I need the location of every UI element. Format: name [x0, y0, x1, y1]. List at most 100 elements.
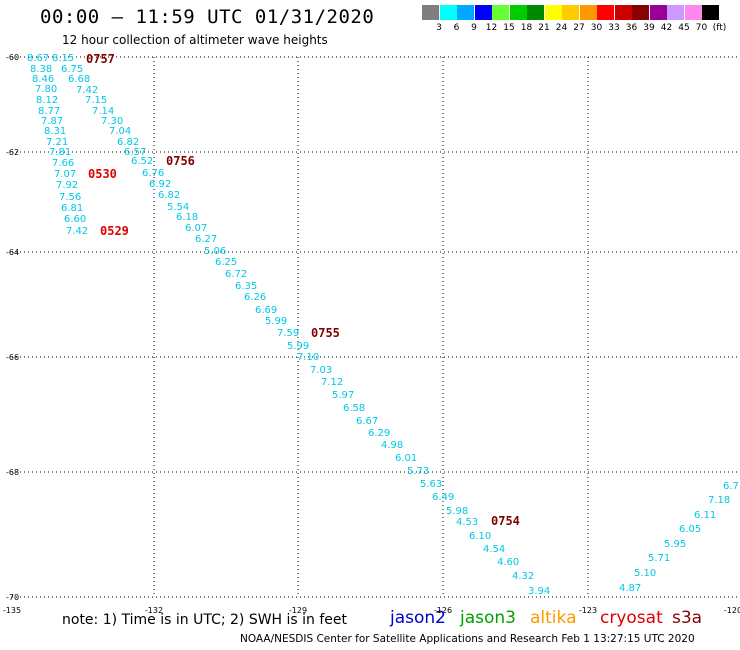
wave-height-value: 8.77: [38, 106, 60, 117]
wave-height-value: 8.67: [27, 53, 49, 64]
legend-label: 45: [678, 23, 690, 33]
wave-height-value: 6.75: [61, 64, 83, 75]
latitude-label: -68: [6, 468, 19, 477]
wave-height-value: 5.71: [648, 553, 670, 564]
wave-height-value: 6.35: [235, 281, 257, 292]
wave-height-value: 7.12: [321, 377, 343, 388]
wave-height-value: 7.81: [49, 147, 71, 158]
wave-height-value: 5.73: [407, 466, 429, 477]
legend-label: 9: [471, 23, 477, 33]
longitude-label: -120: [724, 606, 740, 615]
satellite-cryosat: cryosat: [600, 608, 663, 628]
wave-height-value: 7.03: [310, 365, 332, 376]
legend-swatch: [439, 5, 457, 20]
wave-height-value: 7.56: [59, 192, 81, 203]
wave-height-value: 6.82: [117, 137, 139, 148]
wave-height-value: 6.05: [679, 524, 701, 535]
wave-height-value: 6.49: [432, 492, 454, 503]
legend-label: 24: [555, 23, 568, 33]
wave-height-value: 4.98: [381, 440, 403, 451]
legend-swatch: [667, 5, 684, 20]
wave-height-value: 7.59: [277, 328, 299, 339]
wave-height-value: 6.18: [176, 212, 198, 223]
legend-label: 3: [436, 23, 442, 33]
pass-time-label: 0754: [491, 514, 520, 528]
wave-height-value: 6.58: [343, 403, 365, 414]
wave-height-value: 6.26: [244, 292, 266, 303]
legend-swatch: [684, 5, 702, 20]
pass-time-label: 0757: [86, 52, 115, 66]
wave-height-value: 6.92: [149, 179, 171, 190]
wave-height-value: 8.31: [44, 126, 66, 137]
legend-label: 6: [453, 23, 460, 33]
wave-height-value: 5.98: [446, 506, 468, 517]
wave-height-value: 6.52: [131, 156, 153, 167]
footnote: note: 1) Time is in UTC; 2) SWH is in fe…: [62, 612, 348, 628]
legend-label: 27: [573, 23, 585, 33]
legend-swatch: [632, 5, 649, 20]
pass-time-label: 0755: [311, 326, 340, 340]
wave-height-value: 7.15: [85, 95, 107, 106]
legend-swatch: [562, 5, 579, 20]
legend-swatch: [597, 5, 614, 20]
wave-height-value: 6.68: [68, 74, 90, 85]
legend-label: 36: [625, 23, 638, 33]
legend-swatch: [492, 5, 509, 20]
wave-height-value: 5.99: [287, 341, 309, 352]
wave-height-value: 3.94: [528, 586, 550, 597]
wave-height-value: 7.30: [101, 116, 123, 127]
wave-height-value: 6.69: [255, 305, 277, 316]
wave-height-value: 7.18: [708, 495, 730, 506]
legend-swatch: [527, 5, 544, 20]
wave-height-value: 6.10: [469, 531, 491, 542]
wave-height-value: 4.60: [497, 557, 519, 568]
legend-swatch: [474, 5, 492, 20]
wave-height-value: 7.04: [109, 126, 131, 137]
legend-swatch: [649, 5, 667, 20]
wave-height-value: 7.66: [52, 158, 74, 169]
wave-height-value: 8.15: [52, 53, 74, 64]
wave-height-value: 7.21: [46, 137, 68, 148]
wave-height-value: 4.54: [483, 544, 505, 555]
credit-line: NOAA/NESDIS Center for Satellite Applica…: [240, 633, 695, 645]
wave-height-value: 7.42: [76, 85, 98, 96]
wave-height-value: 4.87: [619, 583, 641, 594]
legend-unit: (ft): [712, 23, 727, 33]
legend-swatch: [457, 5, 474, 20]
longitude-label: -135: [3, 606, 21, 615]
wave-height-value: 7.87: [41, 116, 63, 127]
latitude-label: -60: [6, 53, 19, 62]
legend-label: 12: [485, 23, 498, 33]
pass-time-label: 0530: [88, 167, 117, 181]
satellite-altika: altika: [530, 608, 577, 628]
satellite-jason3: jason3: [460, 608, 516, 628]
legend-label: 33: [608, 23, 620, 33]
wave-height-value: 5.97: [332, 390, 354, 401]
wave-height-value: 7.07: [54, 169, 76, 180]
pass-time-label: 0529: [100, 224, 129, 238]
wave-height-value: 5.99: [265, 316, 287, 327]
legend-swatch: [422, 5, 439, 20]
wave-height-value: 6.01: [395, 453, 417, 464]
map-title: 00:00 – 11:59 UTC 01/31/2020: [40, 6, 375, 28]
legend-label: 18: [520, 23, 533, 33]
legend-label: 70: [695, 23, 708, 33]
wave-height-value: 5.10: [634, 568, 656, 579]
legend-label: 21: [538, 23, 550, 33]
satellite-s3a: s3a: [672, 608, 703, 628]
wave-height-value: 6.57: [124, 147, 146, 158]
wave-height-value: 5.95: [664, 539, 686, 550]
legend-label: 39: [643, 23, 655, 33]
latitude-label: -64: [6, 248, 19, 257]
wave-height-value: 6.11: [694, 510, 716, 521]
wave-height-value: 7.42: [66, 226, 88, 237]
wave-height-value: 8.12: [36, 95, 58, 106]
pass-time-label: 0756: [166, 154, 195, 168]
wave-height-value: 6.07: [185, 223, 207, 234]
latitude-label: -70: [6, 593, 19, 602]
wave-height-value: 6.67: [356, 416, 378, 427]
wave-height-value: 5.63: [420, 479, 442, 490]
wave-height-value: 7.80: [35, 84, 57, 95]
wave-height-value: 8.38: [30, 64, 52, 75]
longitude-label: -132: [145, 606, 163, 615]
